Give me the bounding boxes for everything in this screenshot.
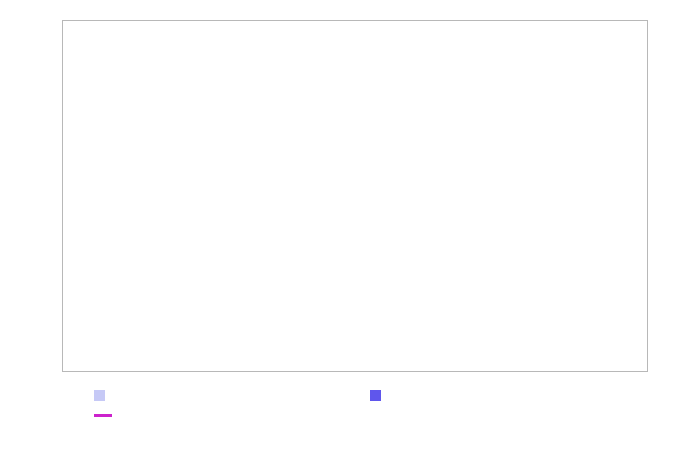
legend-swatch-deviation-station (370, 390, 381, 401)
legend-line-percentage-station (94, 414, 112, 417)
plot-area (62, 20, 648, 372)
legend-swatch-deviation (94, 390, 105, 401)
percentage-line-layer (63, 21, 647, 371)
legend-item-deviation[interactable] (94, 390, 117, 402)
legend-item-percentage-station[interactable] (94, 411, 120, 423)
legend-item-deviation-station[interactable] (370, 390, 393, 402)
